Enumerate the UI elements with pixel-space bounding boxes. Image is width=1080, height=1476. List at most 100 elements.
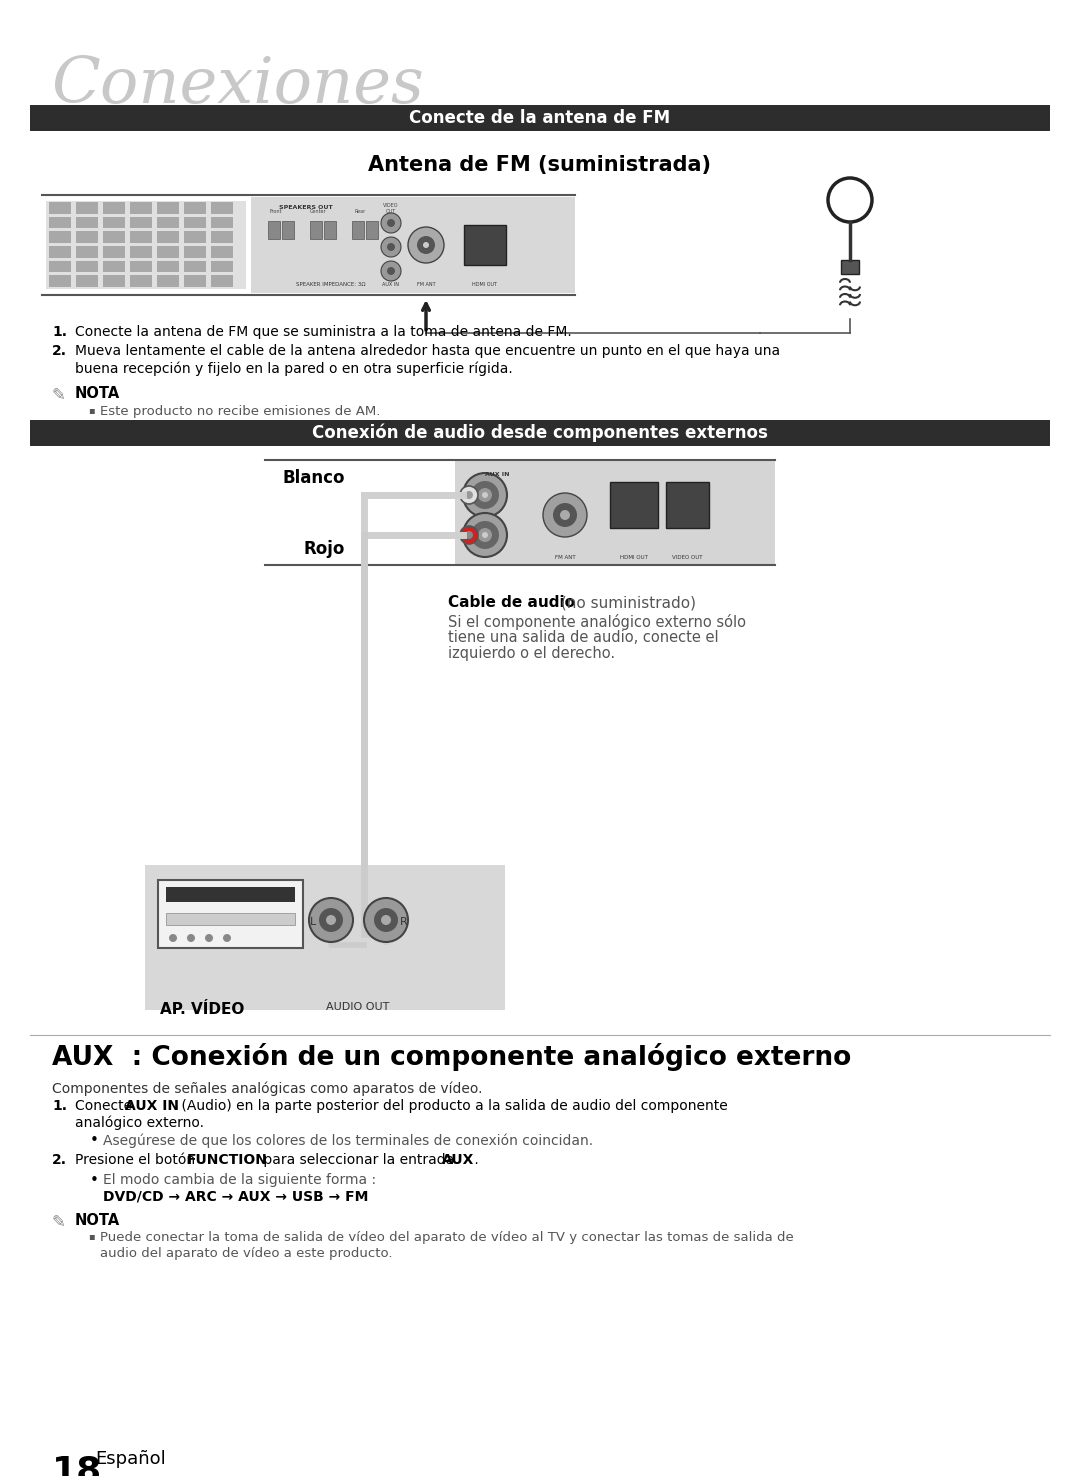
Circle shape [387,267,395,275]
Bar [211,202,233,214]
Bar [76,202,98,214]
Circle shape [423,242,429,248]
Text: AUDIO OUT: AUDIO OUT [326,1002,390,1013]
Bar [157,246,179,258]
Bar [76,261,98,273]
Circle shape [543,493,588,537]
Bar [49,261,71,273]
Text: 1.: 1. [52,1100,67,1113]
Text: Center: Center [310,210,326,214]
Text: ▪: ▪ [87,1231,95,1241]
Bar [130,276,152,286]
Bar [103,202,125,214]
Text: AP. VÍDEO: AP. VÍDEO [160,1002,244,1017]
Text: Presione el botón: Presione el botón [75,1153,200,1168]
Text: AUX IN: AUX IN [382,282,400,286]
Text: Front: Front [270,210,282,214]
Text: VIDEO
OUT: VIDEO OUT [383,204,399,214]
Circle shape [478,489,492,502]
Circle shape [482,492,488,497]
Text: L: L [310,917,316,927]
Text: Español: Español [95,1449,165,1469]
Bar [184,202,206,214]
Text: SPEAKERS OUT: SPEAKERS OUT [280,205,333,210]
Bar [145,865,505,1010]
Circle shape [374,908,399,931]
Bar [157,232,179,244]
Text: Conecte de la antena de FM: Conecte de la antena de FM [409,109,671,127]
Circle shape [168,934,177,942]
Circle shape [463,472,507,517]
Bar [30,421,1050,446]
Text: Asegúrese de que los colores de los terminales de conexión coincidan.: Asegúrese de que los colores de los term… [103,1134,593,1147]
Bar [130,217,152,229]
Text: Antena de FM (suministrada): Antena de FM (suministrada) [368,155,712,176]
Text: ✎: ✎ [52,387,66,404]
Bar [251,196,575,294]
Bar [666,483,708,528]
Bar [103,246,125,258]
Circle shape [471,521,499,549]
Bar [76,276,98,286]
Bar [184,217,206,229]
Text: .: . [470,1153,478,1168]
Text: AUX IN: AUX IN [485,472,510,477]
Bar [130,261,152,273]
Circle shape [460,486,478,503]
Text: NOTA: NOTA [75,1213,120,1228]
Bar [103,217,125,229]
Circle shape [381,261,401,280]
Bar [184,261,206,273]
Text: audio del aparato de vídeo a este producto.: audio del aparato de vídeo a este produc… [100,1247,392,1261]
Text: izquierdo o el derecho.: izquierdo o el derecho. [448,646,616,661]
Bar [49,246,71,258]
Bar [157,261,179,273]
Bar [310,221,322,239]
Bar [76,246,98,258]
Bar [49,232,71,244]
Bar [130,232,152,244]
Bar [211,246,233,258]
Circle shape [471,481,499,509]
Bar [49,276,71,286]
Circle shape [841,190,859,210]
Bar [352,221,364,239]
Circle shape [387,218,395,227]
Text: HDMI OUT: HDMI OUT [473,282,498,286]
Text: NOTA: NOTA [75,387,120,401]
Circle shape [222,934,231,942]
Text: Conexiones: Conexiones [52,55,424,117]
Circle shape [417,236,435,254]
Text: AUX  : Conexión de un componente analógico externo: AUX : Conexión de un componente analógic… [52,1044,851,1072]
Circle shape [553,503,577,527]
Bar [610,483,658,528]
Text: Blanco: Blanco [283,469,345,487]
Text: DVD/CD → ARC → AUX → USB → FM: DVD/CD → ARC → AUX → USB → FM [103,1190,368,1203]
Circle shape [205,934,213,942]
Text: ▪: ▪ [87,404,95,415]
Text: Conecte la antena de FM que se suministra a la toma de antena de FM.: Conecte la antena de FM que se suministr… [75,325,571,339]
Bar [324,221,336,239]
Text: analógico externo.: analógico externo. [75,1114,204,1129]
Circle shape [319,908,343,931]
Text: 1.: 1. [52,325,67,339]
Bar [30,105,1050,131]
Bar [157,202,179,214]
Bar [158,880,303,948]
Bar [184,246,206,258]
Circle shape [326,915,336,925]
Text: Puede conectar la toma de salida de vídeo del aparato de vídeo al TV y conectar : Puede conectar la toma de salida de víde… [100,1231,794,1244]
Bar [455,461,775,565]
Bar [103,261,125,273]
Text: FUNCTION: FUNCTION [187,1153,268,1168]
Bar [184,232,206,244]
Circle shape [460,525,478,545]
Circle shape [364,897,408,942]
Circle shape [478,528,492,542]
Circle shape [187,934,195,942]
Bar [103,276,125,286]
Text: Conecte: Conecte [75,1100,136,1113]
Circle shape [381,238,401,257]
Text: •: • [90,1173,99,1188]
Bar [49,217,71,229]
